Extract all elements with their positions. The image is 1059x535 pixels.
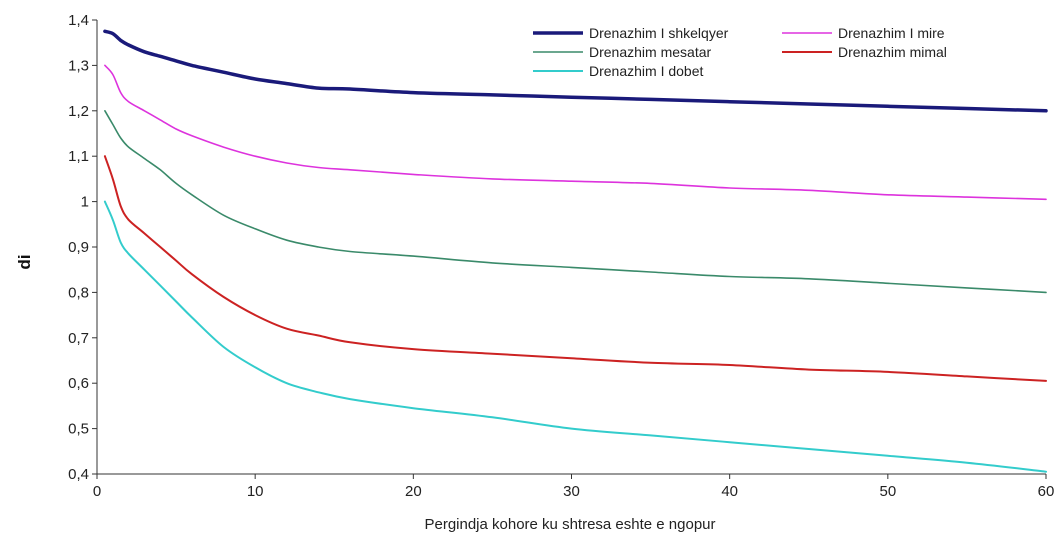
y-axis-title: di <box>15 254 34 269</box>
y-tick-label: 0,6 <box>68 375 89 392</box>
y-tick-label: 0,5 <box>68 421 89 438</box>
series-lines <box>103 29 1048 473</box>
y-tick-label: 1 <box>81 194 89 211</box>
y-tick-label: 1,3 <box>68 57 89 74</box>
x-tick-label: 10 <box>247 483 264 500</box>
y-tick-label: 0,7 <box>68 330 89 347</box>
legend-label: Drenazhim mimal <box>838 44 947 60</box>
x-tick-label: 60 <box>1038 483 1055 500</box>
x-tick-label: 0 <box>93 483 101 500</box>
x-tick-label: 40 <box>721 483 738 500</box>
series-line-drenazhim-i-mire <box>104 64 1047 201</box>
legend-label: Drenazhim I shkelqyer <box>589 25 729 41</box>
x-axis-title: Pergindja kohore ku shtresa eshte e ngop… <box>424 516 715 533</box>
y-tick-label: 1,1 <box>68 148 89 165</box>
axes: 0,4 0,5 0,6 0,7 0,8 0,9 1 1,1 1,2 1,3 1,4 0 10 20 30 40… <box>68 12 1054 500</box>
y-tick-label: 1,2 <box>68 103 89 120</box>
legend-label: Drenazhim I mire <box>838 25 945 41</box>
series-line-drenazhim-i-shkelqyer <box>103 29 1048 113</box>
y-tick-label: 0,4 <box>68 466 89 483</box>
legend-label: Drenazhim mesatar <box>589 44 711 60</box>
series-line-drenazhim-i-dobet <box>103 200 1047 473</box>
y-tick-label: 1,4 <box>68 12 89 29</box>
y-tick-label: 0,8 <box>68 284 89 301</box>
legend: Drenazhim I shkelqyer Drenazhim I mire Dre… <box>533 25 947 79</box>
x-tick-label: 30 <box>563 483 580 500</box>
x-tick-label: 50 <box>879 483 896 500</box>
series-line-drenazhim-mimal <box>103 155 1047 382</box>
series-line-drenazhim-mesatar <box>104 110 1047 294</box>
y-tick-label: 0,9 <box>68 239 89 256</box>
legend-label: Drenazhim I dobet <box>589 63 704 79</box>
x-tick-label: 20 <box>405 483 422 500</box>
